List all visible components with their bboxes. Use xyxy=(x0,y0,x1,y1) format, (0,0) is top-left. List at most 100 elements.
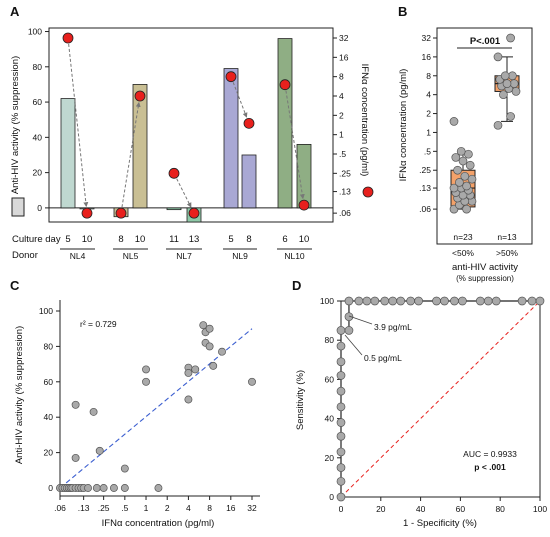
chart-a-day-label: 5 xyxy=(228,234,233,245)
chart-c-xtick-label: .06 xyxy=(54,503,66,513)
chart-c: Anti-HIV activity (% suppression) IFNα c… xyxy=(14,300,260,529)
chart-d-point xyxy=(336,476,346,486)
chart-d-ytick-label: 20 xyxy=(325,453,335,463)
chart-d-xtick-label: 80 xyxy=(495,504,505,514)
chart-b-point xyxy=(455,178,464,187)
chart-a-donor-label: NL7 xyxy=(176,251,192,261)
chart-d-annotation-1: 3.9 pg/mL xyxy=(374,322,412,332)
chart-b-ytick-label: .13 xyxy=(419,183,431,193)
chart-c-annotation: r² = 0.729 xyxy=(80,319,117,329)
chart-d-xtick-label: 20 xyxy=(376,504,386,514)
chart-b-point xyxy=(464,149,473,159)
chart-c-xtick-label: 4 xyxy=(186,503,191,513)
chart-c-point xyxy=(191,365,200,374)
chart-a-donor-label: NL10 xyxy=(284,251,305,261)
chart-b-point xyxy=(465,160,475,170)
chart-a-ifn-dot xyxy=(225,71,237,83)
chart-c-xtick-label: 32 xyxy=(247,503,257,513)
chart-c-ylabel: Anti-HIV activity (% suppression) xyxy=(14,326,25,464)
chart-a-ifn-dot xyxy=(81,207,93,219)
chart-c-xlabel: IFNα concentration (pg/ml) xyxy=(102,518,215,529)
chart-a-ytick-label: 80 xyxy=(33,62,43,72)
chart-d-point xyxy=(517,296,527,306)
chart-a-ytick-right-label: .06 xyxy=(339,208,351,218)
chart-c-ytick-label: 40 xyxy=(44,412,54,422)
chart-b-point xyxy=(506,112,515,121)
chart-c-point xyxy=(199,321,208,330)
chart-b-point xyxy=(467,174,477,184)
chart-c-point xyxy=(89,407,98,416)
chart-a-bar xyxy=(166,207,182,211)
chart-b-ytick-label: .25 xyxy=(419,165,431,175)
chart-a-ifn-dot xyxy=(243,117,255,129)
chart-a-day-label: 6 xyxy=(282,234,287,245)
chart-a-arrow xyxy=(121,101,141,208)
chart-d-xlabel: 1 - Specificity (%) xyxy=(403,518,477,529)
chart-b-frame xyxy=(436,27,533,245)
chart-d-reference-line xyxy=(340,300,541,498)
chart-c-ytick-label: 60 xyxy=(44,377,54,387)
chart-d-ytick-label: 60 xyxy=(325,374,335,384)
chart-a-day-label: 11 xyxy=(169,234,179,245)
chart-d-point xyxy=(406,296,415,306)
chart-a-ifn-dot xyxy=(62,32,74,44)
chart-a-ytick-right-label: 32 xyxy=(339,33,349,43)
chart-a-day-label: 13 xyxy=(189,234,200,245)
chart-d-point xyxy=(336,386,346,396)
chart-a-ytick-right-label: 2 xyxy=(339,110,344,120)
chart-b-ylabel: IFNα concentration (pg/ml) xyxy=(398,69,409,182)
chart-c-point xyxy=(95,446,104,455)
chart-c-point xyxy=(209,361,218,370)
chart-a-day-label: 10 xyxy=(299,234,310,245)
chart-a-bar xyxy=(60,98,76,209)
chart-c-point xyxy=(99,484,108,492)
chart-d-auc: AUC = 0.9933 xyxy=(463,449,517,459)
chart-c-point xyxy=(205,342,214,351)
panel-letter-d: D xyxy=(292,278,301,293)
chart-d-point xyxy=(362,296,372,306)
chart-b-ytick-label: 8 xyxy=(426,71,431,81)
chart-d-point xyxy=(396,296,406,306)
chart-d-xtick-label: 40 xyxy=(416,504,426,514)
chart-d-xtick-label: 60 xyxy=(456,504,466,514)
chart-a-day-label: 8 xyxy=(118,234,123,245)
chart-d-callout-line-1 xyxy=(348,315,373,325)
chart-a-bar xyxy=(223,68,239,209)
chart-a-ifn-dot xyxy=(115,207,127,219)
chart-a-ytick-right-label: 16 xyxy=(339,52,349,62)
chart-a-bar xyxy=(277,38,293,209)
chart-d-point xyxy=(344,312,354,322)
chart-d-frame xyxy=(340,300,541,498)
chart-a-ytick-right-label: 8 xyxy=(339,72,344,82)
chart-d-point xyxy=(388,296,398,306)
chart-c-point xyxy=(184,369,193,377)
chart-c-point xyxy=(218,347,226,356)
chart-c-fit-line xyxy=(59,328,253,489)
chart-a-ytick-right-label: .25 xyxy=(339,168,351,178)
chart-b-point xyxy=(502,79,512,88)
chart-d-pvalue: p < .001 xyxy=(474,462,506,472)
chart-a-donor-label: NL9 xyxy=(232,251,248,261)
chart-c-xtick-label: 1 xyxy=(144,503,149,513)
chart-a-ytick-label: 0 xyxy=(37,203,42,213)
chart-a-arrow xyxy=(285,90,305,200)
chart-c-xtick-label: .25 xyxy=(98,503,110,513)
chart-d-point xyxy=(354,296,364,306)
chart-d-annotation-2: 0.5 pg/mL xyxy=(364,353,402,363)
chart-d-xtick-label: 100 xyxy=(533,504,547,514)
chart-b-point xyxy=(449,183,459,193)
chart-a-ytick-right-label: .5 xyxy=(339,149,346,159)
chart-d-point xyxy=(475,296,485,306)
chart-a-day-label: 5 xyxy=(65,234,70,245)
chart-d-roc-line xyxy=(340,300,540,497)
chart-b-point xyxy=(460,171,470,181)
chart-a-ytick-right-label: .13 xyxy=(339,187,351,197)
chart-b: IFNα concentration (pg/ml) 32 16 8 4 2 1 .5 .25… xyxy=(398,27,533,283)
chart-b-point xyxy=(500,71,510,81)
chart-d-point xyxy=(336,341,346,351)
chart-d-point xyxy=(336,492,346,502)
chart-b-point xyxy=(458,156,468,166)
chart-a-arrow xyxy=(232,82,248,118)
chart-a-ifn-dot xyxy=(168,167,180,179)
